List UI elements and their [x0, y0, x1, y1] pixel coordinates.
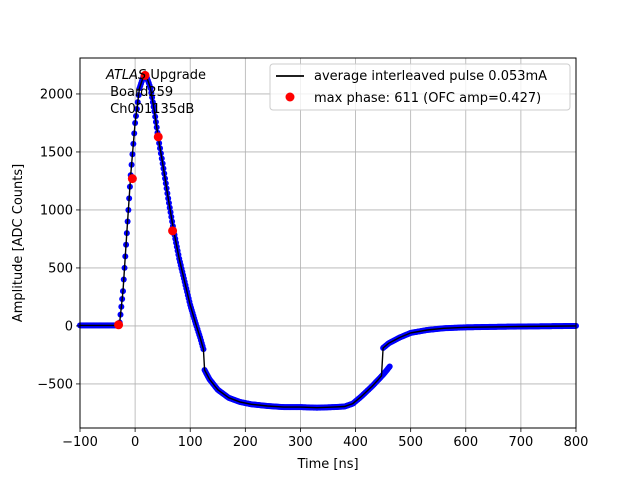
x-tick-label: 100 [178, 435, 203, 450]
annotation-line-2: Board259 [106, 85, 173, 100]
y-tick-label: −500 [37, 377, 73, 392]
x-tick-label: 800 [564, 435, 589, 450]
x-axis: −100 0 100 200 300 400 500 600 700 800 [62, 428, 588, 450]
x-tick-label: −100 [62, 435, 98, 450]
legend-box [269, 63, 571, 111]
x-axis-label: Time [ns] [296, 457, 358, 472]
legend-entry-average-pulse: average interleaved pulse 0.053mA [314, 69, 547, 84]
max-phase-marker [127, 174, 137, 184]
y-axis: −500 0 500 1000 1500 2000 [37, 87, 80, 392]
x-tick-label: 600 [453, 435, 478, 450]
plot-frame [79, 57, 577, 429]
average-pulse-line [80, 74, 577, 409]
annotation-atlas: ATLAS [105, 68, 146, 83]
x-tick-label: 500 [398, 435, 423, 450]
y-tick-label: 500 [48, 261, 73, 276]
annotation-upgrade: Upgrade [146, 68, 206, 83]
x-tick-label: 700 [508, 435, 533, 450]
x-tick-label: 0 [131, 435, 139, 450]
atlas-annotation: ATLAS Upgrade Board259 Ch001135dB [105, 68, 206, 117]
y-tick-label: 1000 [40, 203, 73, 218]
legend-marker-swatch [285, 92, 295, 102]
y-tick-label: 0 [65, 319, 73, 334]
plot-area [77, 70, 579, 411]
y-axis-label: Amplitude [ADC Counts] [11, 164, 26, 322]
y-tick-label: 2000 [40, 87, 73, 102]
legend: average interleaved pulse 0.053mA max ph… [269, 63, 571, 111]
max-phase-marker [153, 132, 163, 142]
annotation-line-1: ATLAS Upgrade [105, 68, 206, 83]
legend-entry-max-phase: max phase: 611 (OFC amp=0.427) [314, 91, 541, 106]
x-tick-label: 300 [288, 435, 313, 450]
max-phase-marker [114, 320, 124, 330]
x-tick-label: 400 [343, 435, 368, 450]
y-tick-label: 1500 [40, 145, 73, 160]
max-phase-marker [140, 70, 150, 80]
x-tick-label: 200 [233, 435, 258, 450]
sample-point [386, 363, 393, 370]
grid-lines [79, 58, 577, 428]
max-phase-marker [168, 226, 178, 236]
annotation-line-3: Ch001135dB [106, 102, 194, 117]
